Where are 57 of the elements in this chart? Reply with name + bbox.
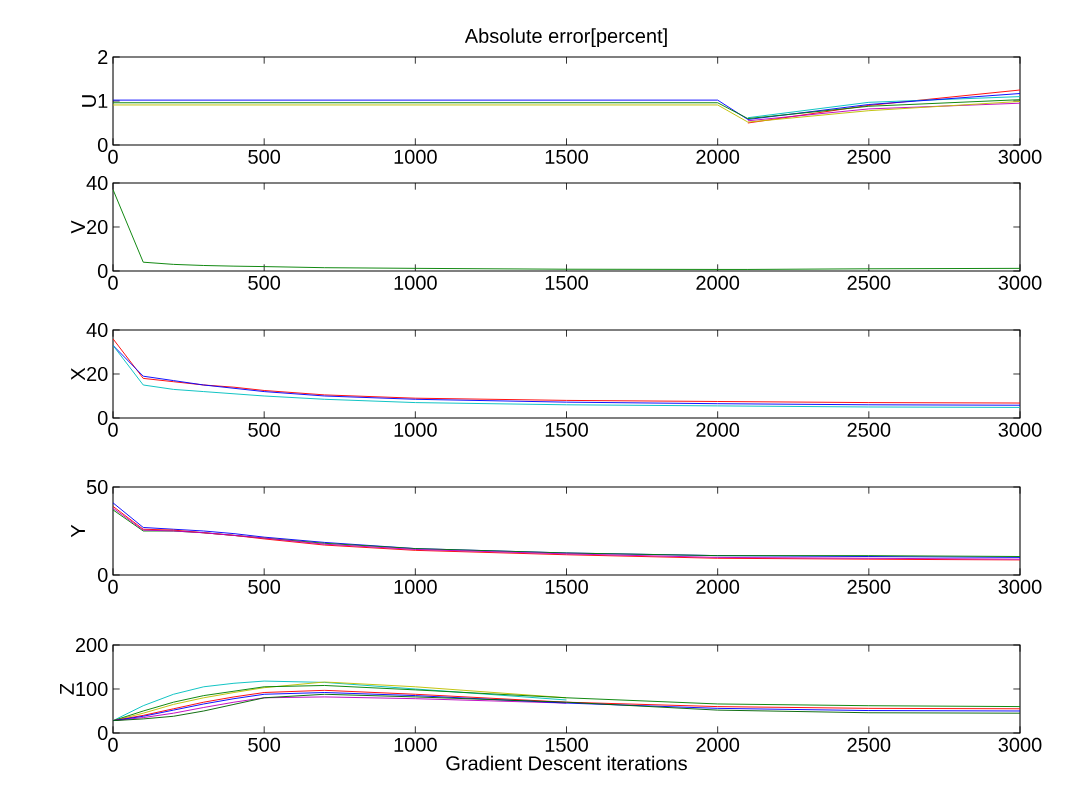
x-tick-label: 3000 bbox=[998, 422, 1042, 437]
x-tick-label: 2000 bbox=[696, 422, 740, 437]
x-tick-label: 3000 bbox=[998, 149, 1042, 164]
x-tick-label: 2000 bbox=[696, 737, 740, 752]
line-series bbox=[113, 189, 1020, 270]
y-tick-label: 40 bbox=[86, 322, 108, 338]
y-tick-label: 20 bbox=[87, 366, 108, 382]
x-tick-label: 2500 bbox=[847, 275, 891, 290]
x-tick-label: 2500 bbox=[847, 579, 891, 594]
x-tick-label: 2500 bbox=[847, 422, 891, 437]
x-tick-label: 500 bbox=[248, 149, 281, 164]
x-tick-label: 1500 bbox=[545, 422, 588, 437]
x-tick-label: 1000 bbox=[394, 422, 437, 437]
y-tick-label: 100 bbox=[76, 681, 108, 697]
x-tick-label: 2500 bbox=[847, 149, 891, 164]
y-tick-label: 0 bbox=[97, 725, 108, 741]
y-tick-label: 0 bbox=[97, 567, 108, 583]
x-tick-label: 1000 bbox=[394, 275, 437, 290]
x-tick-label: 1500 bbox=[545, 275, 588, 290]
y-tick-label: 200 bbox=[75, 637, 108, 653]
x-tick-label: 0 bbox=[108, 275, 118, 290]
x-tick-label: 1000 bbox=[394, 737, 437, 752]
x-tick-label: 3000 bbox=[998, 579, 1042, 594]
y-axis-title: X bbox=[71, 367, 85, 381]
x-tick-label: 500 bbox=[248, 737, 281, 752]
x-tick-label: 500 bbox=[248, 579, 281, 594]
y-tick-label: 20 bbox=[87, 219, 108, 235]
y-axis-title: V bbox=[71, 220, 85, 234]
y-tick-label: 2 bbox=[98, 50, 108, 64]
y-axis-title: Y bbox=[71, 524, 85, 538]
x-axis-title: Gradient Descent iterations bbox=[446, 755, 687, 771]
y-tick-label: 1 bbox=[98, 94, 108, 108]
x-tick-label: 2000 bbox=[696, 579, 740, 594]
y-tick-label: 0 bbox=[97, 263, 108, 279]
y-tick-label: 50 bbox=[86, 479, 108, 495]
x-tick-label: 1500 bbox=[545, 579, 588, 594]
x-tick-label: 3000 bbox=[998, 275, 1042, 290]
x-tick-label: 500 bbox=[248, 422, 281, 437]
x-tick-label: 0 bbox=[108, 422, 118, 437]
x-tick-label: 500 bbox=[248, 275, 281, 290]
y-axis-title: U bbox=[82, 95, 97, 107]
x-tick-label: 0 bbox=[108, 737, 118, 752]
x-tick-label: 1000 bbox=[394, 149, 437, 164]
y-axis-title: Z bbox=[60, 683, 74, 695]
y-tick-label: 0 bbox=[97, 137, 108, 153]
x-tick-label: 1500 bbox=[545, 149, 588, 164]
chart-title: Absolute error[percent] bbox=[464, 28, 667, 47]
x-tick-label: 2000 bbox=[696, 275, 740, 290]
y-tick-label: 40 bbox=[86, 175, 108, 191]
x-tick-label: 1500 bbox=[545, 737, 588, 752]
y-tick-label: 0 bbox=[97, 410, 108, 426]
x-tick-label: 2000 bbox=[696, 149, 740, 164]
x-tick-label: 0 bbox=[108, 149, 118, 164]
x-tick-label: 0 bbox=[108, 579, 118, 594]
x-tick-label: 3000 bbox=[998, 737, 1042, 752]
x-tick-label: 1000 bbox=[394, 579, 437, 594]
x-tick-label: 2500 bbox=[847, 737, 891, 752]
